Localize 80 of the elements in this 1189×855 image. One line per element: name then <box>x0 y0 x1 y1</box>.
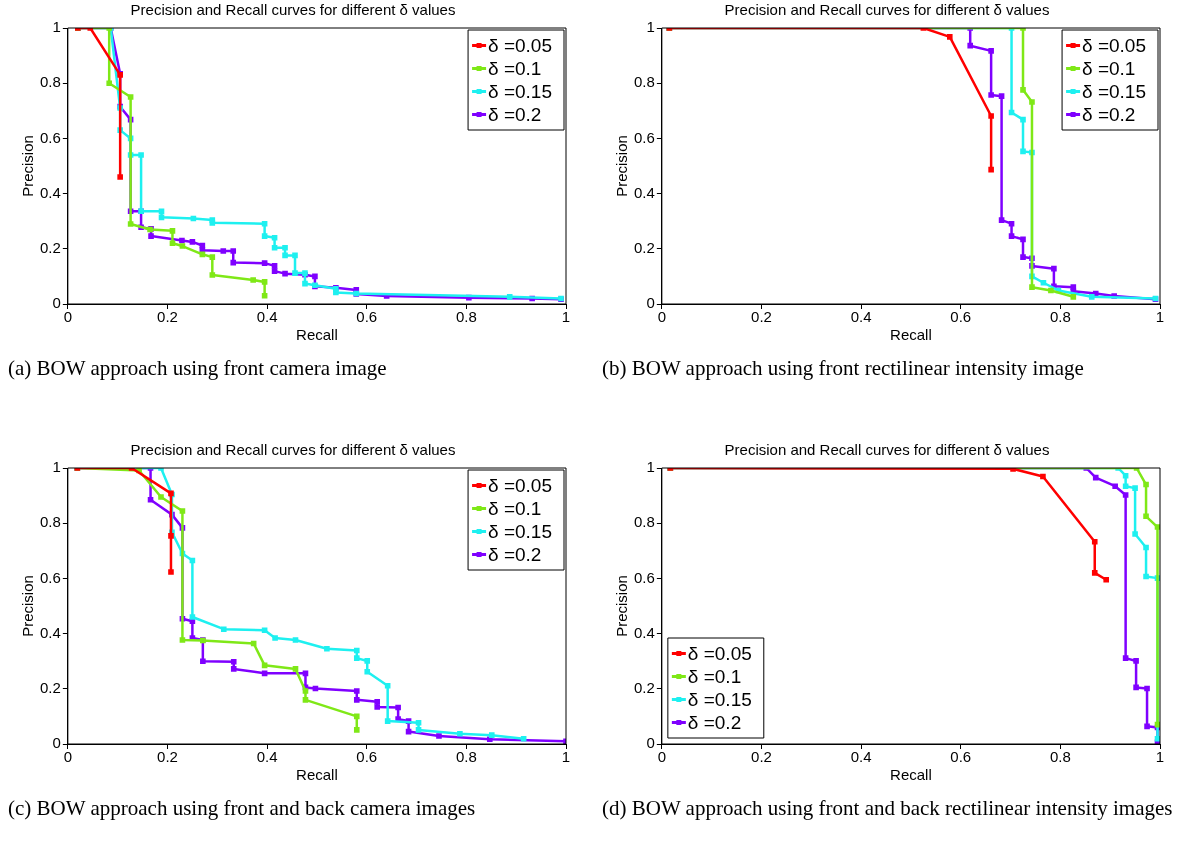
x-tick-label: 0.2 <box>751 308 772 326</box>
legend-label: δ =0.05 <box>1082 34 1147 56</box>
text: (b) BOW approach using front rectilinear intensity image <box>602 355 1085 381</box>
y-axis-title: Precision <box>613 135 631 197</box>
legend-label: δ =0.1 <box>488 57 542 79</box>
x-tick-label: 0.4 <box>256 308 278 326</box>
x-tick-label: 0 <box>63 748 73 766</box>
chart-title: Precision and Recall curves for different δ values <box>724 441 1050 459</box>
x-axis-title: Recall <box>296 766 338 784</box>
x-tick-label: 0.4 <box>256 748 278 766</box>
legend-label: δ =0.2 <box>1082 103 1136 125</box>
legend-label: δ =0.1 <box>1082 57 1136 79</box>
x-tick-label: 0.8 <box>1049 308 1071 326</box>
legend-label: δ =0.2 <box>687 711 742 733</box>
text: (d) BOW approach using front and back rectilinear intensity images <box>602 795 1174 821</box>
x-tick-label: 0 <box>657 748 667 766</box>
y-tick-label: 0.2 <box>39 238 61 256</box>
chart-title: Precision and Recall curves for different δ values <box>724 1 1050 19</box>
legend-label: δ =0.15 <box>1082 80 1147 102</box>
x-tick-label: 1 <box>561 748 571 766</box>
y-tick-label: 0.8 <box>39 73 61 91</box>
y-axis-title: Precision <box>19 135 37 197</box>
text: (a) BOW approach using front camera image <box>8 355 388 381</box>
y-tick-label: 0.2 <box>39 678 61 696</box>
legend-label: δ =0.15 <box>488 80 553 102</box>
x-tick-label: 0.6 <box>356 308 378 326</box>
y-tick-label: 0.6 <box>633 568 655 586</box>
y-tick-label: 0.4 <box>633 623 655 641</box>
y-tick-label: 0.8 <box>633 73 655 91</box>
y-tick-label: 0.2 <box>633 238 655 256</box>
chart-title: Precision and Recall curves for different δ values <box>130 441 456 459</box>
x-tick-label: 0.4 <box>850 308 872 326</box>
legend-label: δ =0.1 <box>687 665 742 687</box>
legend-label: δ =0.1 <box>488 497 542 519</box>
x-tick-label: 0.4 <box>850 748 872 766</box>
legend-label: δ =0.05 <box>488 34 553 56</box>
text: (c) BOW approach using front and back camera images <box>8 795 477 821</box>
x-tick-label: 0 <box>657 308 667 326</box>
y-tick-label: 0.6 <box>39 128 61 146</box>
y-tick-label: 1 <box>646 18 655 36</box>
legend-label: δ =0.15 <box>488 520 553 542</box>
chart-title: Precision and Recall curves for different δ values <box>130 1 456 19</box>
legend-label: δ =0.05 <box>488 474 553 496</box>
y-tick-label: 0.6 <box>39 568 61 586</box>
x-tick-label: 0.2 <box>157 308 178 326</box>
y-tick-label: 1 <box>646 458 655 476</box>
y-axis-title: Precision <box>19 575 37 637</box>
x-tick-label: 1 <box>1155 748 1165 766</box>
y-tick-label: 0 <box>646 294 655 312</box>
x-tick-label: 0.6 <box>950 308 972 326</box>
x-tick-label: 1 <box>1155 308 1165 326</box>
x-tick-label: 0.8 <box>455 748 477 766</box>
x-tick-label: 0.6 <box>950 748 972 766</box>
legend-label: δ =0.05 <box>687 642 752 664</box>
y-tick-label: 0 <box>52 294 61 312</box>
x-axis-title: Recall <box>296 326 338 344</box>
x-axis-title: Recall <box>890 766 932 784</box>
y-tick-label: 0.8 <box>39 513 61 531</box>
x-tick-label: 0.2 <box>751 748 772 766</box>
y-tick-label: 1 <box>52 458 61 476</box>
y-tick-label: 0.6 <box>633 128 655 146</box>
x-axis-title: Recall <box>890 326 932 344</box>
legend-label: δ =0.2 <box>488 103 542 125</box>
y-axis-title: Precision <box>613 575 631 637</box>
y-tick-label: 0 <box>52 734 61 752</box>
legend-label: δ =0.15 <box>687 688 752 710</box>
y-tick-label: 1 <box>52 18 61 36</box>
y-tick-label: 0.4 <box>633 183 655 201</box>
legend-label: δ =0.2 <box>488 543 542 565</box>
y-tick-label: 0.8 <box>633 513 655 531</box>
y-tick-label: 0 <box>646 734 655 752</box>
x-tick-label: 1 <box>561 308 571 326</box>
y-tick-label: 0.4 <box>39 183 61 201</box>
y-tick-label: 0.2 <box>633 678 655 696</box>
x-tick-label: 0.8 <box>1049 748 1071 766</box>
x-tick-label: 0.6 <box>356 748 378 766</box>
y-tick-label: 0.4 <box>39 623 61 641</box>
x-tick-label: 0 <box>63 308 73 326</box>
x-tick-label: 0.2 <box>157 748 178 766</box>
x-tick-label: 0.8 <box>455 308 477 326</box>
